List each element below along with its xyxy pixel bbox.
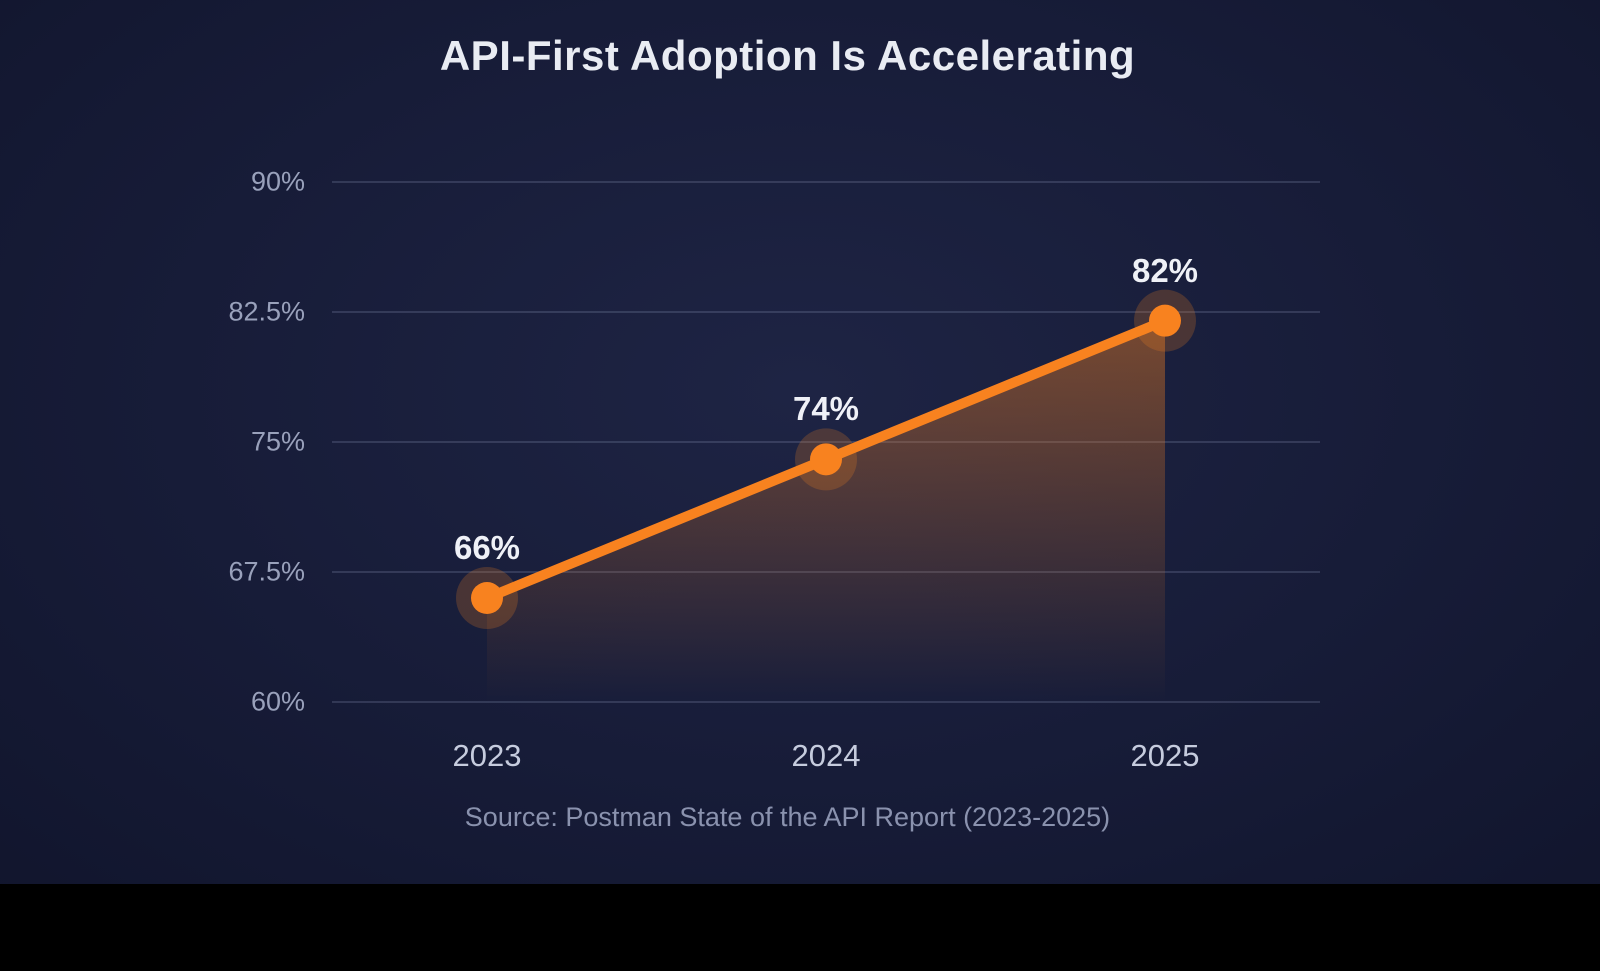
- y-tick-label: 75%: [250, 426, 305, 457]
- line-chart: [332, 181, 1320, 703]
- data-point-label: 74%: [792, 390, 860, 428]
- data-point: [471, 582, 503, 614]
- area-fill: [487, 320, 1165, 702]
- y-tick-label: 82.5%: [228, 296, 305, 327]
- data-point-label: 82%: [1131, 251, 1199, 289]
- source-caption: Source: Postman State of the API Report …: [464, 802, 1111, 832]
- x-tick-label: 2025: [1130, 738, 1200, 773]
- data-point: [810, 443, 842, 476]
- x-tick-label: 2023: [452, 738, 522, 773]
- letterbox-bottom: [0, 884, 1600, 971]
- x-tick-label: 2024: [791, 738, 861, 773]
- data-point-label: 66%: [453, 529, 521, 566]
- chart-title: API-First Adoption Is Accelerating: [439, 32, 1136, 79]
- chart-panel: API-First Adoption Is Accelerating 90% 82…: [0, 0, 1600, 884]
- y-tick-label: 67.5%: [228, 556, 305, 587]
- y-tick-label: 60%: [250, 686, 305, 717]
- data-point: [1149, 304, 1181, 337]
- y-tick-label: 90%: [250, 166, 305, 197]
